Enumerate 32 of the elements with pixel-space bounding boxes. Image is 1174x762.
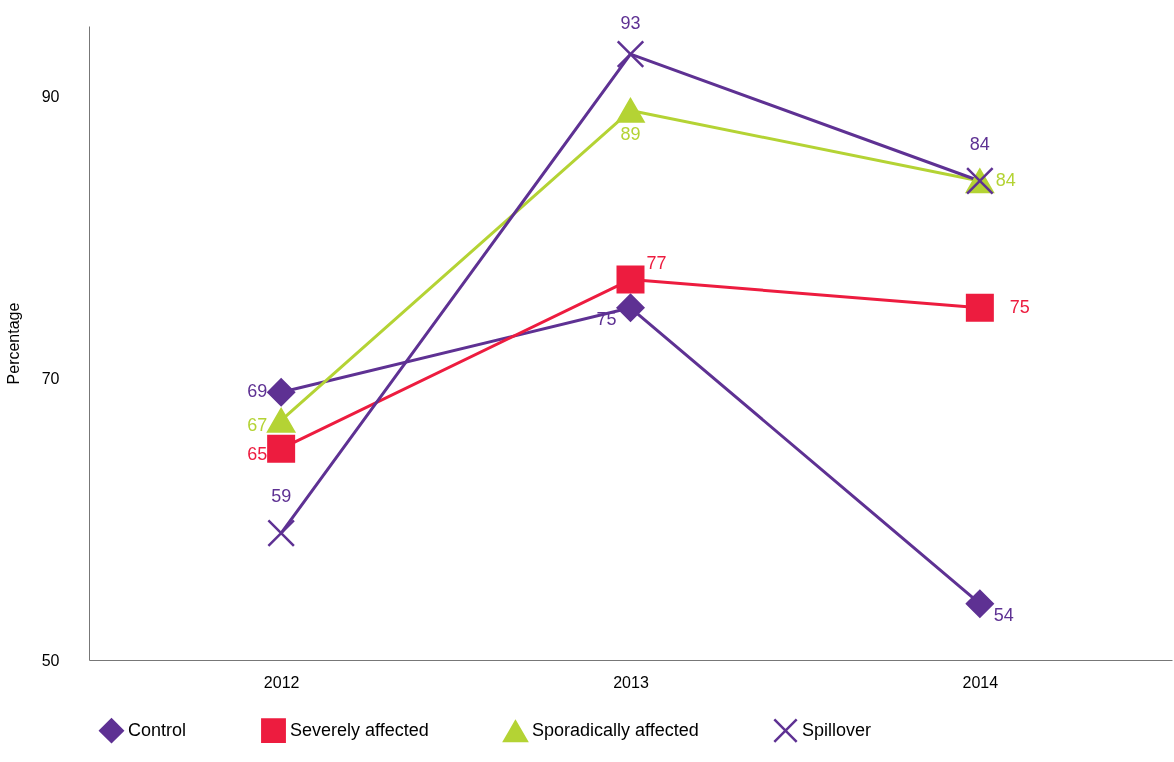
data-label: 59 bbox=[271, 486, 292, 507]
point bbox=[616, 293, 645, 322]
point bbox=[267, 408, 296, 433]
data-label: 54 bbox=[993, 604, 1014, 625]
point bbox=[616, 98, 645, 123]
point bbox=[616, 40, 645, 69]
data-label: 67 bbox=[247, 415, 268, 436]
x-tick-label: 2012 bbox=[263, 673, 300, 691]
point bbox=[616, 265, 645, 294]
legend-label: Spillover bbox=[802, 719, 872, 740]
point bbox=[267, 519, 296, 548]
data-label: 89 bbox=[620, 123, 641, 144]
data-label: 65 bbox=[247, 443, 268, 464]
data-label: 75 bbox=[1009, 296, 1030, 317]
x-tick-label: 2013 bbox=[613, 673, 649, 691]
data-label: 84 bbox=[995, 169, 1016, 190]
point bbox=[965, 589, 994, 618]
data-label: 84 bbox=[969, 133, 990, 154]
y-axis-title: Percentage bbox=[4, 302, 22, 385]
data-label: 93 bbox=[620, 13, 641, 34]
x-tick-label: 2014 bbox=[962, 673, 999, 691]
data-label: 69 bbox=[247, 381, 268, 402]
legend-label: Severely affected bbox=[290, 719, 429, 740]
y-tick-label: 50 bbox=[41, 651, 60, 669]
y-tick-label: 90 bbox=[41, 87, 60, 105]
y-tick-label: 70 bbox=[41, 369, 60, 387]
legend-label: Sporadically affected bbox=[532, 720, 699, 741]
point bbox=[267, 378, 296, 407]
legend-label: Control bbox=[128, 719, 187, 740]
data-label: 77 bbox=[646, 252, 667, 273]
point bbox=[267, 434, 296, 463]
point bbox=[965, 293, 994, 322]
